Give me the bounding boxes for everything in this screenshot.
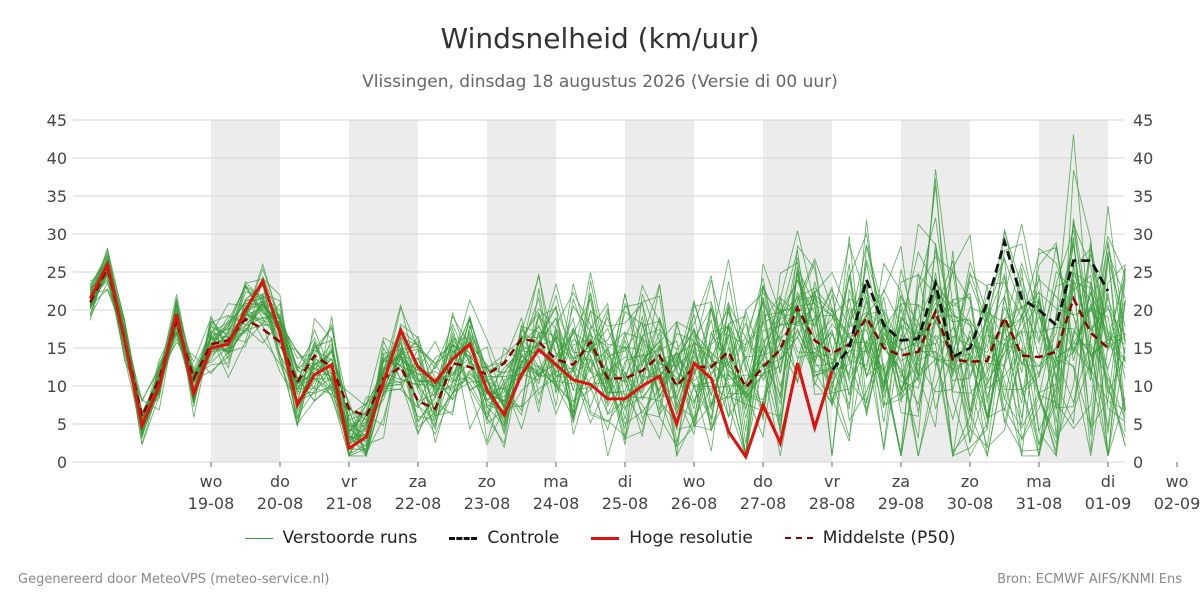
ensemble-member-37	[89, 270, 1126, 457]
x-tick-day-12: ma	[1026, 472, 1051, 491]
ensemble-member-29	[89, 258, 1126, 431]
chart-legend: Verstoorde runs Controle Hoge resolutie …	[0, 528, 1200, 548]
ensemble-member-39	[89, 259, 1126, 447]
legend-swatch-controle	[449, 536, 478, 540]
night-band-1	[349, 120, 418, 462]
night-band-4	[763, 120, 832, 462]
x-tick-date-4: 23-08	[464, 494, 511, 513]
x-tick-day-5: ma	[543, 472, 568, 491]
legend-label-ensemble: Verstoorde runs	[282, 528, 418, 548]
y-tick-right-25: 25	[1133, 263, 1153, 282]
x-tick-day-2: vr	[341, 472, 357, 491]
y-tick-left-25: 25	[47, 263, 67, 282]
legend-label-p50: Middelste (P50)	[822, 528, 956, 548]
ensemble-member-27	[89, 240, 1126, 457]
legend-label-controle: Controle	[487, 528, 560, 548]
x-tick-date-1: 20-08	[257, 494, 304, 513]
legend-item-ensemble[interactable]: Verstoorde runs	[244, 528, 418, 548]
y-tick-right-15: 15	[1133, 339, 1153, 358]
x-tick-day-9: vr	[824, 472, 840, 491]
legend-item-p50[interactable]: Middelste (P50)	[784, 528, 956, 548]
y-tick-right-5: 5	[1133, 415, 1143, 434]
ensemble-member-23	[89, 236, 1126, 458]
legend-label-hoge-resolutie: Hoge resolutie	[629, 528, 753, 548]
y-tick-left-10: 10	[47, 377, 67, 396]
x-tick-date-13: 01-09	[1085, 494, 1132, 513]
x-tick-date-10: 29-08	[878, 494, 925, 513]
y-tick-right-40: 40	[1133, 149, 1153, 168]
x-tick-date-5: 24-08	[533, 494, 580, 513]
night-band-0	[211, 120, 280, 462]
x-tick-day-3: za	[409, 472, 427, 491]
y-tick-right-45: 45	[1133, 111, 1153, 130]
y-tick-right-30: 30	[1133, 225, 1153, 244]
series-line-hoge_resolutie	[88, 259, 834, 461]
series-line-controle	[727, 236, 1110, 460]
x-tick-date-14: 02-09	[1154, 494, 1200, 513]
y-tick-left-20: 20	[47, 301, 67, 320]
x-tick-day-6: di	[618, 472, 633, 491]
y-tick-right-20: 20	[1133, 301, 1153, 320]
footer-generator: Gegenereerd door MeteoVPS (meteo-service…	[18, 572, 330, 587]
y-tick-right-10: 10	[1133, 377, 1153, 396]
footer-source: Bron: ECMWF AIFS/KNMI Ens	[997, 572, 1182, 587]
ensemble-member-36	[89, 262, 1126, 456]
series-line-p50	[89, 264, 1109, 421]
x-tick-day-7: wo	[683, 472, 706, 491]
x-tick-date-12: 31-08	[1016, 494, 1063, 513]
x-tick-date-0: 19-08	[188, 494, 235, 513]
y-tick-left-15: 15	[47, 339, 67, 358]
x-tick-day-1: do	[270, 472, 290, 491]
legend-swatch-hoge-resolutie	[591, 536, 620, 540]
x-tick-date-6: 25-08	[602, 494, 649, 513]
chart-title: Windsnelheid (km/uur)	[440, 22, 760, 55]
ensemble-member-25	[89, 266, 1126, 457]
ensemble-member-38	[89, 259, 1126, 422]
x-tick-day-13: di	[1101, 472, 1116, 491]
ensemble-member-2	[89, 224, 1126, 458]
x-tick-day-0: wo	[200, 472, 223, 491]
ensemble-member-34	[90, 244, 1126, 457]
chart-subtitle: Vlissingen, dinsdag 18 augustus 2026 (Ve…	[362, 72, 838, 92]
x-tick-date-7: 26-08	[671, 494, 718, 513]
x-tick-date-8: 27-08	[740, 494, 787, 513]
x-tick-day-10: za	[892, 472, 910, 491]
night-band-3	[625, 120, 694, 462]
legend-item-hoge-resolutie[interactable]: Hoge resolutie	[591, 528, 753, 548]
x-tick-day-4: zo	[478, 472, 496, 491]
x-tick-day-8: do	[753, 472, 773, 491]
legend-swatch-p50	[784, 537, 813, 539]
x-tick-date-2: 21-08	[326, 494, 373, 513]
legend-swatch-ensemble	[244, 537, 273, 539]
y-tick-left-30: 30	[47, 225, 67, 244]
legend-item-controle[interactable]: Controle	[449, 528, 559, 548]
y-tick-right-35: 35	[1133, 187, 1153, 206]
x-tick-date-11: 30-08	[947, 494, 994, 513]
ensemble-member-30	[89, 217, 1126, 457]
y-tick-left-5: 5	[57, 415, 67, 434]
y-tick-left-40: 40	[47, 149, 67, 168]
y-tick-left-0: 0	[57, 453, 67, 472]
ensemble-member-10	[89, 246, 1126, 453]
y-tick-right-0: 0	[1133, 453, 1143, 472]
x-tick-date-9: 28-08	[809, 494, 856, 513]
x-tick-date-3: 22-08	[395, 494, 442, 513]
y-tick-left-45: 45	[47, 111, 67, 130]
ensemble-member-16	[89, 249, 1126, 456]
x-tick-day-11: zo	[961, 472, 979, 491]
y-tick-left-35: 35	[47, 187, 67, 206]
ensemble-member-28	[90, 235, 1126, 456]
x-tick-day-14: wo	[1166, 472, 1189, 491]
